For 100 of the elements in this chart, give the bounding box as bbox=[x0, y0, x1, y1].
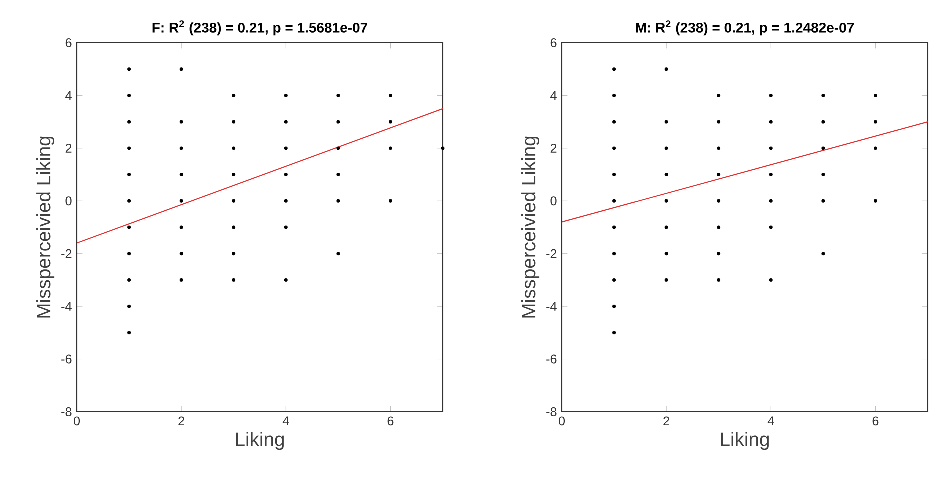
point bbox=[128, 278, 132, 282]
y-axis-title: Missperceivied Liking bbox=[522, 136, 540, 318]
point bbox=[128, 226, 132, 230]
point bbox=[664, 252, 668, 256]
point bbox=[232, 146, 236, 150]
y-tick-label: 0 bbox=[66, 196, 72, 206]
x-tick-label: 0 bbox=[74, 416, 80, 426]
y-tick-label: -6 bbox=[62, 354, 72, 364]
y-tick-label: -4 bbox=[546, 302, 557, 311]
point bbox=[822, 94, 826, 98]
point bbox=[336, 120, 340, 124]
point bbox=[336, 146, 340, 150]
point bbox=[336, 199, 340, 203]
point bbox=[232, 199, 236, 203]
point bbox=[612, 331, 616, 335]
point bbox=[284, 278, 288, 282]
point bbox=[717, 252, 721, 256]
point bbox=[769, 226, 773, 230]
point bbox=[232, 278, 236, 282]
point bbox=[128, 173, 132, 177]
point bbox=[336, 94, 340, 98]
y-tick-label: -4 bbox=[62, 302, 72, 311]
point bbox=[717, 199, 721, 203]
point bbox=[232, 226, 236, 230]
point bbox=[128, 252, 132, 256]
point bbox=[874, 146, 878, 150]
point bbox=[612, 146, 616, 150]
x-tick-label: 6 bbox=[388, 416, 394, 426]
point bbox=[769, 199, 773, 203]
point bbox=[612, 199, 616, 203]
point bbox=[822, 120, 826, 124]
point bbox=[284, 94, 288, 98]
point bbox=[388, 120, 392, 124]
point bbox=[180, 278, 184, 282]
x-tick-label: 6 bbox=[872, 416, 879, 426]
point bbox=[664, 173, 668, 177]
point bbox=[717, 226, 721, 230]
point bbox=[232, 252, 236, 256]
point bbox=[232, 120, 236, 124]
point bbox=[180, 226, 184, 230]
y-tick-label: 2 bbox=[550, 144, 557, 153]
y-tick-label: 6 bbox=[66, 38, 72, 48]
point bbox=[612, 120, 616, 124]
point bbox=[717, 94, 721, 98]
point bbox=[612, 278, 616, 282]
x-tick-label: 4 bbox=[768, 416, 774, 426]
point bbox=[128, 199, 132, 203]
point bbox=[664, 199, 668, 203]
point bbox=[128, 94, 132, 98]
point bbox=[664, 68, 668, 72]
point bbox=[717, 146, 721, 150]
y-tick-label: 4 bbox=[550, 91, 557, 100]
point bbox=[822, 146, 826, 150]
x-axis-title: Liking bbox=[236, 432, 284, 450]
point bbox=[822, 173, 826, 177]
x-tick-label: 2 bbox=[178, 416, 184, 426]
point bbox=[769, 94, 773, 98]
y-tick-label: 4 bbox=[66, 91, 72, 100]
y-tick-label: 6 bbox=[550, 38, 557, 48]
point bbox=[769, 120, 773, 124]
point bbox=[388, 199, 392, 203]
y-tick-label: -2 bbox=[62, 249, 72, 258]
point bbox=[664, 146, 668, 150]
point bbox=[180, 252, 184, 256]
point bbox=[874, 120, 878, 124]
point bbox=[612, 68, 616, 72]
point bbox=[284, 226, 288, 230]
point bbox=[717, 278, 721, 282]
point bbox=[769, 173, 773, 177]
point bbox=[180, 68, 184, 72]
point bbox=[284, 146, 288, 150]
point bbox=[388, 146, 392, 150]
point bbox=[769, 146, 773, 150]
point bbox=[769, 278, 773, 282]
point bbox=[336, 252, 340, 256]
y-tick-label: -8 bbox=[546, 408, 557, 416]
point bbox=[128, 331, 132, 335]
point bbox=[664, 278, 668, 282]
point bbox=[664, 120, 668, 124]
y-tick-label: -6 bbox=[546, 354, 557, 364]
y-tick-label: -8 bbox=[62, 408, 72, 416]
point bbox=[284, 199, 288, 203]
y-tick-label: 0 bbox=[550, 196, 557, 206]
point bbox=[441, 146, 445, 150]
point bbox=[717, 173, 721, 177]
point bbox=[612, 252, 616, 256]
point bbox=[180, 173, 184, 177]
point bbox=[232, 173, 236, 177]
chart-title: F: R$^{2}$ (238) = 0.21, p = 1.5681e-07 bbox=[152, 20, 368, 36]
point bbox=[717, 120, 721, 124]
y-axis-title: Missperceivied Liking bbox=[36, 136, 55, 318]
y-tick-label: 2 bbox=[66, 144, 72, 153]
y-tick-label: -2 bbox=[546, 249, 557, 258]
chart-title: M: R$^{2}$ (238) = 0.21, p = 1.2482e-07 bbox=[636, 20, 854, 36]
point bbox=[284, 173, 288, 177]
point bbox=[284, 120, 288, 124]
point bbox=[336, 173, 340, 177]
point bbox=[874, 199, 878, 203]
point bbox=[822, 252, 826, 256]
x-tick-label: 4 bbox=[282, 416, 290, 426]
